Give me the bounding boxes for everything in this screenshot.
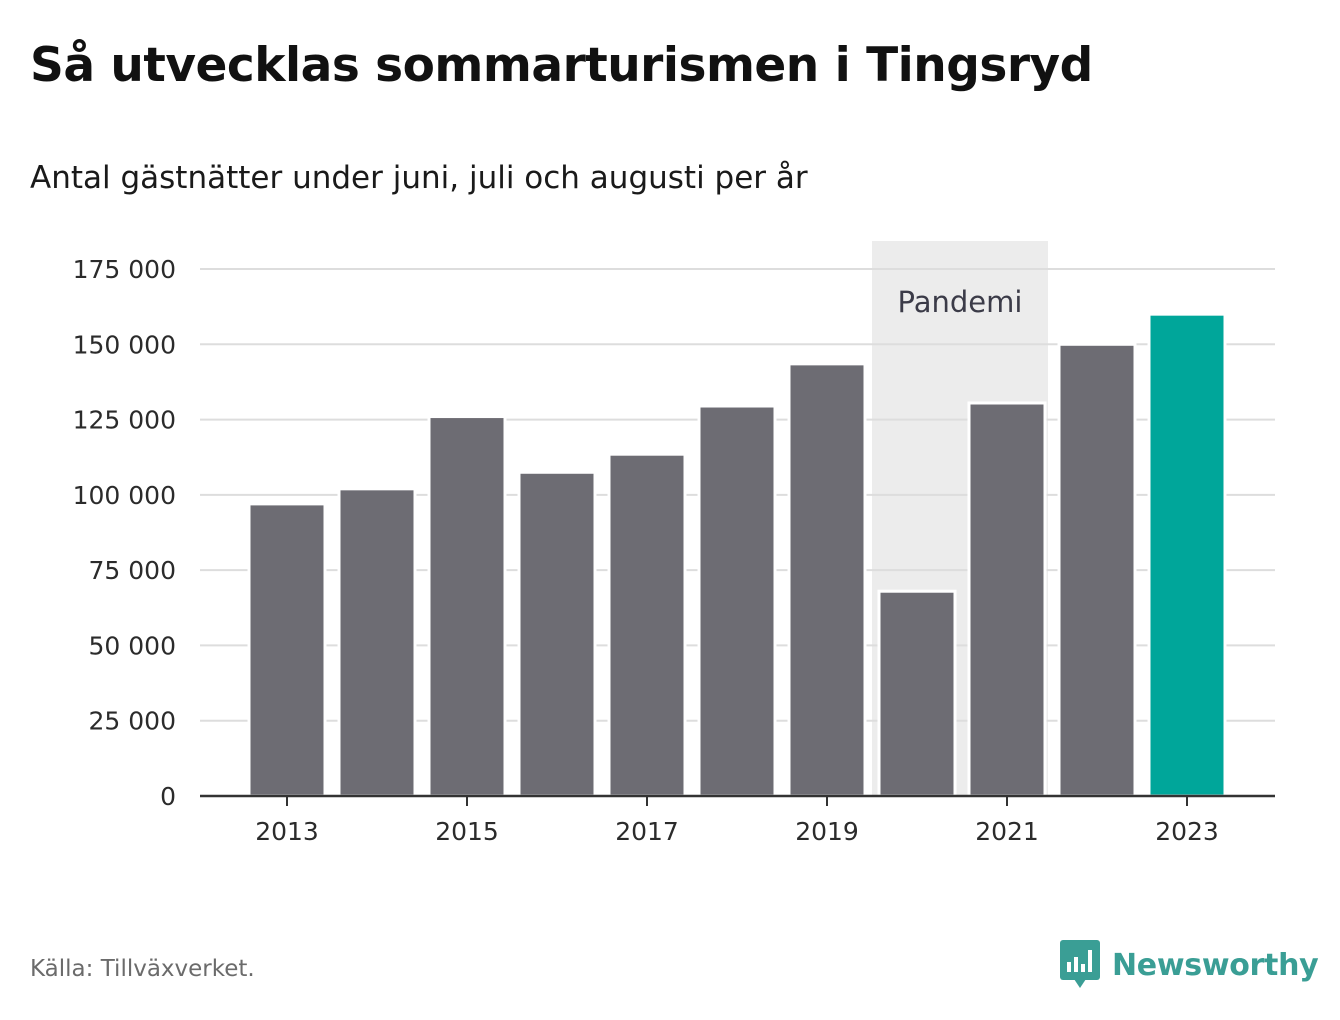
source-note: Källa: Tillväxverket.	[30, 956, 255, 982]
axes	[200, 794, 1275, 806]
x-tick-label: 2019	[795, 817, 859, 846]
bar-2017	[607, 452, 687, 798]
bars	[247, 312, 1227, 798]
bar-2019	[787, 362, 867, 798]
chart-title: Så utvecklas sommarturismen i Tingsryd	[30, 38, 1093, 93]
x-tick-label: 2015	[435, 817, 499, 846]
y-tick-label: 75 000	[89, 556, 176, 585]
bar-2018	[697, 404, 777, 798]
y-tick-label: 0	[160, 782, 176, 811]
bar-2013	[247, 502, 327, 798]
newsworthy-logo-icon	[1060, 940, 1100, 988]
y-tick-label: 25 000	[89, 707, 176, 736]
x-tick-label: 2021	[975, 817, 1039, 846]
bar-2015	[427, 415, 507, 798]
y-tick-label: 100 000	[73, 481, 176, 510]
bar-chart: Pandemi 0 25 000 50 000 75 000 100 000 125 00…	[73, 241, 1275, 846]
brand-logo: Newsworthy	[1060, 940, 1319, 990]
bar-2016	[517, 470, 597, 798]
bar-2014	[337, 487, 417, 798]
x-tick-label: 2023	[1155, 817, 1219, 846]
bar-2023	[1147, 312, 1227, 798]
brand-name: Newsworthy	[1112, 947, 1319, 983]
bar-2020	[877, 589, 957, 798]
y-tick-label: 175 000	[73, 255, 176, 284]
bar-2022	[1057, 342, 1137, 798]
bar-2021	[967, 401, 1047, 798]
y-tick-label: 150 000	[73, 330, 176, 359]
x-tick-label: 2013	[255, 817, 319, 846]
chart-subtitle: Antal gästnätter under juni, juli och au…	[30, 160, 808, 196]
y-tick-label: 125 000	[73, 406, 176, 435]
x-tick-label: 2017	[615, 817, 679, 846]
tick-labels: 0 25 000 50 000 75 000 100 000 125 000 150 000…	[73, 255, 1219, 846]
y-tick-label: 50 000	[89, 631, 176, 660]
pandemic-label: Pandemi	[898, 285, 1023, 319]
